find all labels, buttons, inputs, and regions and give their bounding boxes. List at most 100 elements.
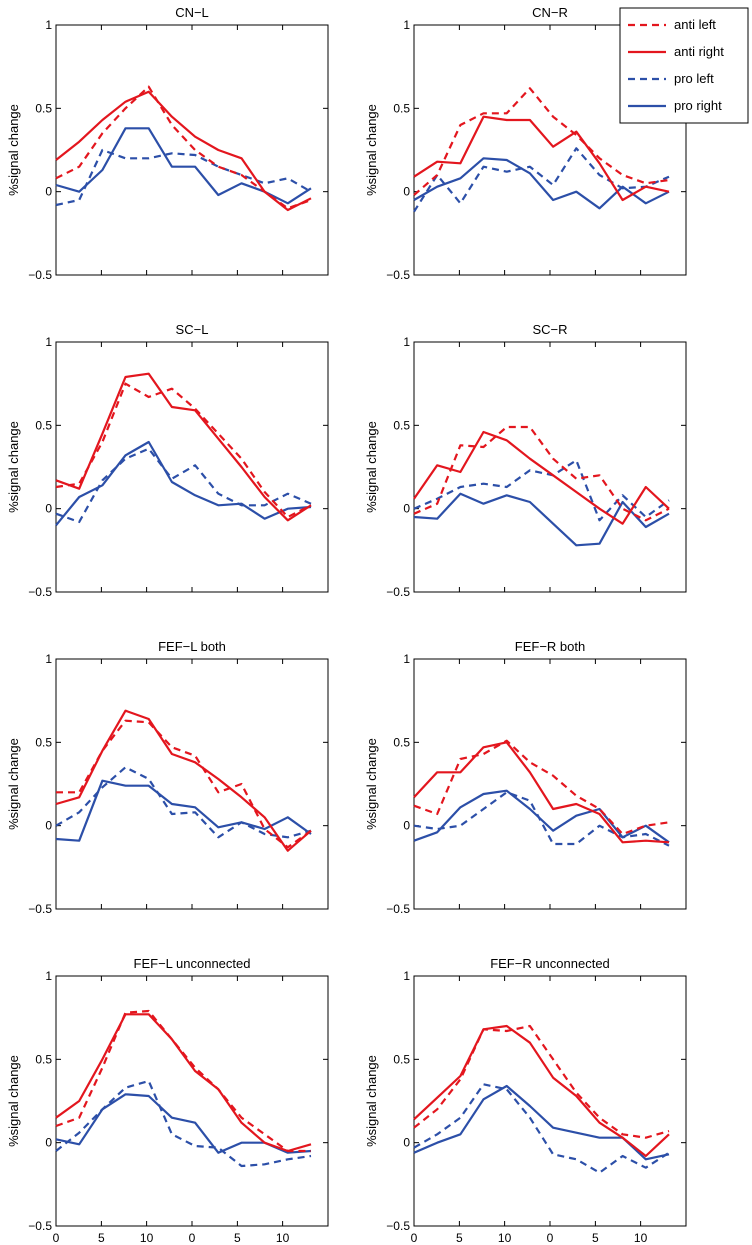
y-tick-label: −0.5	[28, 268, 52, 282]
y-tick-label: 0.5	[35, 101, 52, 115]
x-tick-label: 10	[498, 1231, 512, 1245]
x-tick-label: 10	[276, 1231, 290, 1245]
series-line-anti-right	[55, 90, 312, 212]
legend-box	[619, 7, 749, 124]
y-tick-label: 0.5	[393, 1052, 410, 1066]
series-line-anti-right	[413, 1024, 670, 1158]
y-axis-label: %signal change	[364, 738, 379, 830]
series-line-anti-left	[55, 382, 312, 519]
subplot-title: FEF−R unconnected	[490, 956, 610, 971]
x-tick-label: 5	[592, 1231, 599, 1245]
series-line-pro-right	[413, 789, 670, 844]
series-line-anti-right	[413, 115, 670, 202]
y-tick-label: 1	[403, 335, 410, 349]
y-tick-label: 1	[403, 969, 410, 983]
series-line-pro-left	[413, 791, 670, 847]
subplot-title: FEF−L unconnected	[134, 956, 251, 971]
y-tick-label: 0	[403, 502, 410, 516]
axes-box	[55, 24, 329, 276]
subplot-1: CN−L 1 0.5 0 −0.5 %signal change	[6, 5, 329, 282]
subplot-title: FEF−L both	[158, 639, 226, 654]
x-tick-label: 10	[634, 1231, 648, 1245]
y-axis-label: %signal change	[6, 421, 21, 513]
y-tick-label: −0.5	[28, 1219, 52, 1233]
subplot-title: CN−L	[175, 5, 209, 20]
series-line-anti-right	[55, 1013, 312, 1153]
y-tick-label: 0	[403, 1136, 410, 1150]
y-tick-label: 0.5	[393, 101, 410, 115]
axes-box	[413, 341, 687, 593]
legend-label: pro left	[674, 71, 714, 86]
series-line-pro-left	[413, 1083, 670, 1174]
series-line-anti-right	[413, 430, 670, 525]
subplot-8: FEF−R unconnected10.50−0.505100510time(s…	[364, 956, 687, 1245]
subplot-7: FEF−L unconnected10.50−0.505100510time(s…	[6, 956, 329, 1245]
y-tick-label: 1	[403, 652, 410, 666]
y-tick-label: 0	[45, 185, 52, 199]
legend-label: anti left	[674, 17, 716, 32]
series-line-anti-left	[55, 85, 312, 210]
subplot-title: SC−R	[532, 322, 567, 337]
series-line-anti-right	[55, 372, 312, 522]
series-line-anti-right	[413, 741, 670, 844]
y-tick-label: −0.5	[28, 902, 52, 916]
y-tick-label: 1	[45, 652, 52, 666]
x-tick-label: 0	[411, 1231, 418, 1245]
legend-label: anti right	[674, 44, 724, 59]
series-line-pro-left	[55, 1079, 312, 1168]
y-tick-label: 1	[45, 18, 52, 32]
series-line-pro-left	[413, 459, 670, 522]
y-tick-label: 1	[45, 969, 52, 983]
subplot-title: SC−L	[176, 322, 209, 337]
y-tick-label: 0	[45, 502, 52, 516]
series-line-pro-right	[55, 440, 312, 526]
x-tick-label: 0	[53, 1231, 60, 1245]
series-line-pro-right	[55, 779, 312, 842]
y-tick-label: 0	[45, 819, 52, 833]
y-tick-label: 0.5	[35, 418, 52, 432]
y-tick-label: −0.5	[386, 902, 410, 916]
y-tick-label: 0.5	[393, 418, 410, 432]
series-line-pro-left	[55, 148, 312, 207]
axes-box	[55, 658, 329, 910]
axes-box	[55, 975, 329, 1227]
y-tick-label: 0	[403, 819, 410, 833]
series-line-pro-right	[413, 157, 670, 210]
series-line-pro-left	[413, 147, 670, 213]
x-tick-label: 0	[547, 1231, 554, 1245]
y-axis-label: %signal change	[6, 738, 21, 830]
y-axis-label: %signal change	[364, 421, 379, 513]
y-tick-label: −0.5	[28, 585, 52, 599]
subplot-title: FEF−R both	[515, 639, 585, 654]
x-tick-label: 5	[456, 1231, 463, 1245]
subplot-title: CN−R	[532, 5, 568, 20]
series-line-pro-left	[55, 766, 312, 839]
series-line-anti-left	[413, 87, 670, 196]
series-line-anti-right	[55, 709, 312, 852]
y-tick-label: −0.5	[386, 1219, 410, 1233]
series-line-anti-left	[413, 425, 670, 522]
y-axis-label: %signal change	[6, 1055, 21, 1147]
x-tick-label: 5	[98, 1231, 105, 1245]
x-tick-label: 0	[189, 1231, 196, 1245]
x-tick-label: 10	[140, 1231, 154, 1245]
axes-box	[55, 341, 329, 593]
y-tick-label: −0.5	[386, 268, 410, 282]
y-axis-label: %signal change	[364, 1055, 379, 1147]
y-tick-label: 0.5	[393, 735, 410, 749]
legend: anti left anti right pro left pro right	[619, 7, 749, 124]
subplot-4: SC−R 1 0.5 0 −0.5 %signal change	[364, 322, 687, 599]
series-line-anti-left	[413, 1024, 670, 1139]
series-line-pro-right	[413, 492, 670, 547]
y-tick-label: 0	[403, 185, 410, 199]
series-line-anti-left	[413, 739, 670, 836]
x-tick-label: 5	[234, 1231, 241, 1245]
y-tick-label: 1	[403, 18, 410, 32]
subplot-6: FEF−R both 1 0.5 0 −0.5 %signal change	[364, 639, 687, 916]
y-axis-label: %signal change	[364, 104, 379, 196]
y-tick-label: 1	[45, 335, 52, 349]
y-tick-label: 0.5	[35, 1052, 52, 1066]
axes-box	[413, 975, 687, 1227]
axes-box	[413, 658, 687, 910]
